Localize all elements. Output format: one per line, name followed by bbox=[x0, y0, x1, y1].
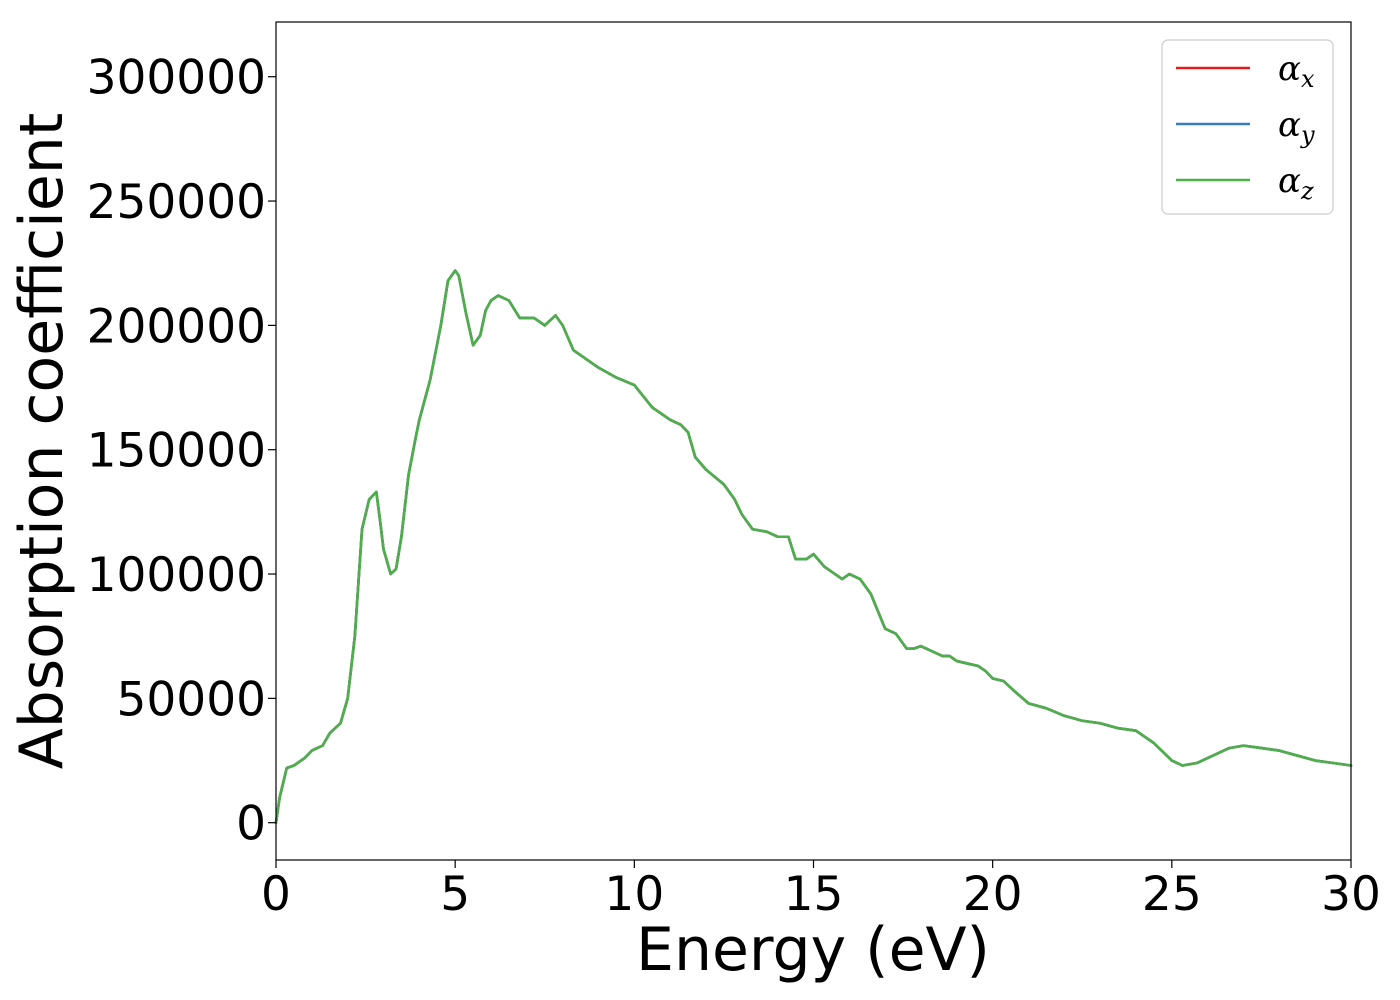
legend: αx αy αz bbox=[1161, 39, 1334, 215]
x-tick-label: 10 bbox=[604, 867, 664, 922]
series-line-z bbox=[274, 269, 1353, 824]
series-layer bbox=[274, 269, 1353, 824]
x-axis-ticks: 0 5 10 15 20 25 30 bbox=[261, 860, 1381, 922]
y-axis-label: Absorption coefficient bbox=[7, 113, 77, 770]
y-axis-ticks: 0 50000 100000 150000 200000 250000 300000 bbox=[87, 51, 276, 852]
x-tick-label: 30 bbox=[1321, 867, 1381, 922]
legend-box bbox=[1161, 39, 1334, 215]
x-tick-label: 20 bbox=[963, 867, 1023, 922]
legend-entries: αx αy αz bbox=[1176, 49, 1315, 205]
y-tick-label: 150000 bbox=[87, 424, 266, 479]
y-tick-label: 200000 bbox=[87, 299, 266, 354]
x-axis-label: Energy (eV) bbox=[636, 915, 990, 985]
x-tick-label: 25 bbox=[1142, 867, 1202, 922]
legend-label-x: αx bbox=[1278, 49, 1315, 93]
legend-label-z: αz bbox=[1278, 161, 1314, 205]
x-tick-label: 15 bbox=[784, 867, 844, 922]
x-tick-label: 5 bbox=[440, 867, 470, 922]
x-tick-label: 0 bbox=[261, 867, 291, 922]
legend-label-y: αy bbox=[1278, 105, 1315, 149]
y-tick-label: 50000 bbox=[116, 672, 266, 727]
y-tick-label: 100000 bbox=[87, 548, 266, 603]
y-tick-label: 250000 bbox=[87, 175, 266, 230]
y-tick-label: 300000 bbox=[87, 51, 266, 106]
y-tick-label: 0 bbox=[236, 797, 266, 852]
